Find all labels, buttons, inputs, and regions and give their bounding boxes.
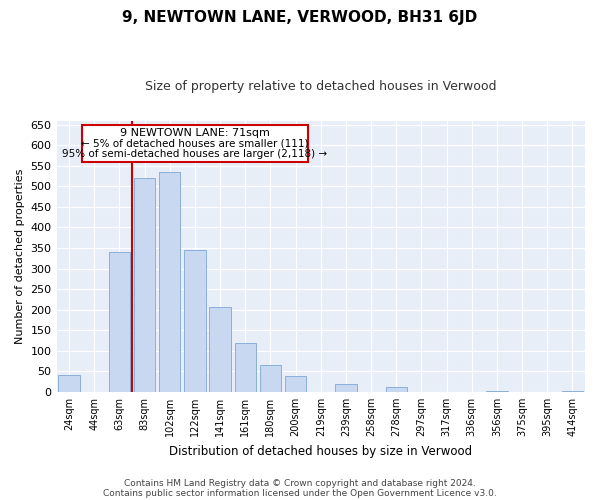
Bar [486, 390, 508, 392]
Y-axis label: Number of detached properties: Number of detached properties [15, 168, 25, 344]
Bar [335, 384, 356, 392]
Bar [285, 376, 307, 392]
Bar [159, 172, 181, 392]
Bar [58, 374, 80, 392]
Bar [109, 252, 130, 392]
FancyBboxPatch shape [82, 124, 308, 162]
Text: 9 NEWTOWN LANE: 71sqm: 9 NEWTOWN LANE: 71sqm [120, 128, 270, 138]
Title: Size of property relative to detached houses in Verwood: Size of property relative to detached ho… [145, 80, 497, 93]
Bar [134, 178, 155, 392]
Text: ← 5% of detached houses are smaller (111): ← 5% of detached houses are smaller (111… [81, 138, 308, 148]
Bar [260, 365, 281, 392]
X-axis label: Distribution of detached houses by size in Verwood: Distribution of detached houses by size … [169, 444, 472, 458]
Text: 9, NEWTOWN LANE, VERWOOD, BH31 6JD: 9, NEWTOWN LANE, VERWOOD, BH31 6JD [122, 10, 478, 25]
Bar [386, 387, 407, 392]
Text: Contains HM Land Registry data © Crown copyright and database right 2024.: Contains HM Land Registry data © Crown c… [124, 478, 476, 488]
Text: Contains public sector information licensed under the Open Government Licence v3: Contains public sector information licen… [103, 488, 497, 498]
Bar [209, 307, 231, 392]
Text: 95% of semi-detached houses are larger (2,118) →: 95% of semi-detached houses are larger (… [62, 150, 328, 160]
Bar [184, 250, 206, 392]
Bar [562, 390, 583, 392]
Bar [235, 344, 256, 392]
